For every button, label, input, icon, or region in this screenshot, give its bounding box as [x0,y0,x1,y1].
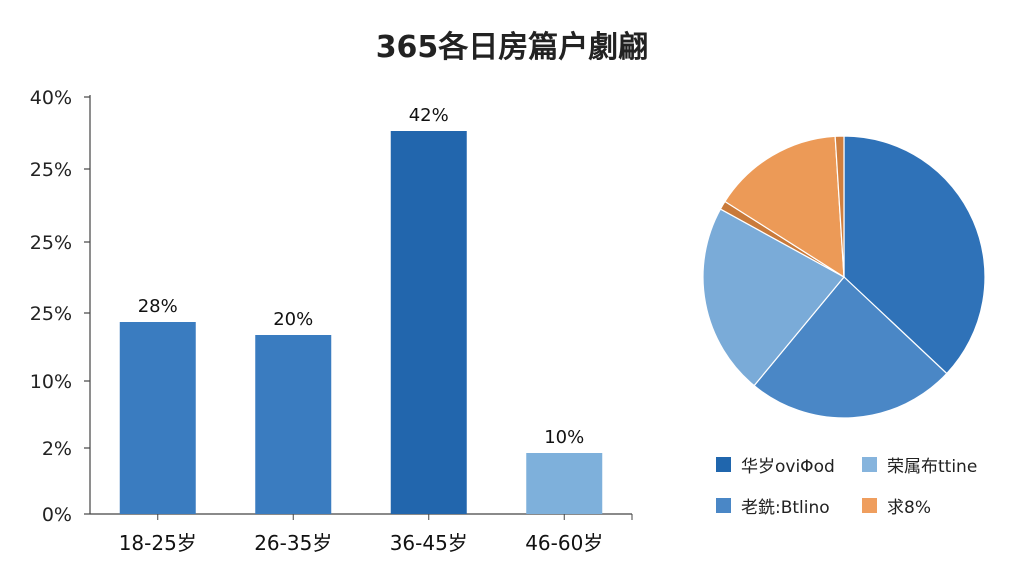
data-label: 10% [544,427,584,448]
x-tick-label: 26-35岁 [254,531,332,555]
legend-item: 求8% [862,493,1008,518]
legend-label: 老銑:Btlino [741,498,830,518]
legend-label: 荣属布ttine [887,457,978,477]
data-label: 42% [409,105,449,126]
legend-swatch [862,498,877,513]
bar [390,131,467,514]
y-tick-label: 40% [30,87,72,109]
pie-slice [753,276,948,419]
chart-title: 365各日房篇户劇翩 [375,30,649,65]
legend-item: 老銑:Btlino [716,493,862,518]
pie-slice [843,135,986,375]
data-label: 28% [138,296,178,317]
bar [526,453,603,514]
legend-label: 华岁oviΦod [741,457,835,477]
y-tick-label: 25% [30,232,72,254]
legend-swatch [716,457,731,472]
x-tick-label: 18-25岁 [119,531,197,555]
pie-slice [834,135,845,278]
legend-swatch [862,457,877,472]
y-tick-label: 25% [30,303,72,325]
bar [119,322,196,514]
legend-label: 求8% [887,498,931,518]
pie-slice [724,135,845,279]
pie-legend: 华岁oviΦod 荣属布ttine 老銑:Btlino 求8% [716,452,1016,518]
data-label: 20% [273,309,313,330]
bar [255,335,332,514]
legend-item: 华岁oviΦod [716,452,862,477]
x-tick-label: 36-45岁 [390,531,468,555]
legend-swatch [716,498,731,513]
y-tick-label: 10% [30,371,72,393]
x-tick-label: 46-60岁 [525,531,603,555]
pie-slice [702,208,845,387]
y-tick-label: 25% [30,159,72,181]
y-tick-label: 2% [42,438,72,460]
legend-item: 荣属布ttine [862,452,1008,477]
y-tick-label: 0% [42,504,72,526]
